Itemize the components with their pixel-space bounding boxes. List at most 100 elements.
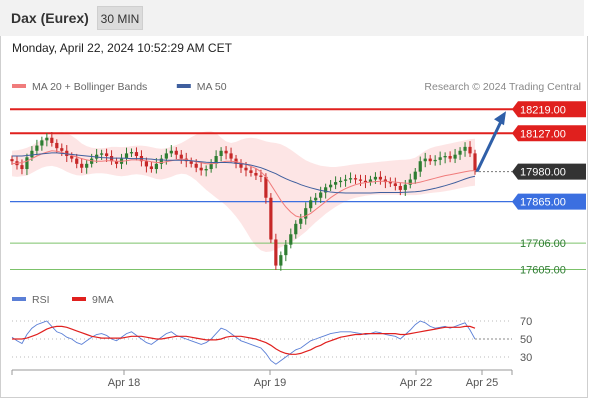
candle-body <box>100 153 104 155</box>
candle-body <box>358 179 363 181</box>
rsi-ma-line <box>12 325 476 355</box>
x-tick-Apr 19: Apr 19 <box>254 377 286 389</box>
level-label-18127.00: 18127.00 <box>520 128 566 140</box>
candle-body <box>343 179 348 181</box>
candle-body <box>199 167 203 171</box>
chart-datetime: Monday, April 22, 2024 10:52:29 AM CET <box>12 41 232 55</box>
rsi-legend-label-1: 9MA <box>92 294 114 306</box>
forecast-arrow-head <box>494 111 506 126</box>
candle-body <box>20 165 24 170</box>
candle-body <box>189 161 193 164</box>
candle-body <box>368 179 373 183</box>
candle-body <box>114 161 119 164</box>
candle-body <box>204 169 208 171</box>
candle-body <box>159 158 163 164</box>
candle-body <box>50 137 54 143</box>
x-tick-Apr 22: Apr 22 <box>400 377 432 389</box>
chart-frame <box>0 36 588 398</box>
candle-body <box>388 182 392 184</box>
candle-body <box>149 166 153 170</box>
candle-body <box>244 167 248 171</box>
candle-body <box>383 179 387 183</box>
candle-body <box>378 176 383 180</box>
level-label-18219.00: 18219.00 <box>520 104 566 116</box>
candle-body <box>254 172 258 176</box>
candle-body <box>55 142 59 149</box>
candle-body <box>353 178 358 180</box>
rsi-legend: RSI 9MA <box>12 294 114 306</box>
level-tag-17865.00 <box>512 193 586 210</box>
candle-body <box>75 158 79 164</box>
rsi-legend-swatch-1 <box>72 297 86 301</box>
bollinger-band <box>12 131 475 252</box>
candle-body <box>194 163 198 168</box>
legend-swatch-1 <box>176 84 191 88</box>
candle-body <box>438 157 442 160</box>
candle-body <box>214 156 218 164</box>
candle-body <box>443 156 447 158</box>
candle-body <box>209 163 213 170</box>
candle-body <box>60 148 64 151</box>
forecast-arrow-shaft <box>475 116 505 173</box>
candle-body <box>403 184 407 190</box>
candle-body <box>413 171 417 180</box>
level-tag-17980.00 <box>512 163 586 180</box>
candle-body <box>463 146 467 151</box>
candle-body <box>473 153 477 171</box>
candle-body <box>129 152 134 154</box>
candle-body <box>279 255 283 266</box>
candle-body <box>85 163 89 168</box>
candle-body <box>35 145 39 151</box>
candle-body <box>239 163 243 168</box>
level-label-17865.00: 17865.00 <box>520 197 566 209</box>
candle-body <box>104 153 109 156</box>
candle-body <box>294 223 298 235</box>
candle-body <box>393 183 397 186</box>
candle-body <box>124 153 129 159</box>
candle-body <box>433 159 437 162</box>
rsi-tick-30: 30 <box>520 352 532 364</box>
candle-body <box>45 137 49 141</box>
timeframe-button[interactable]: 30 MIN <box>97 6 143 30</box>
candle-body <box>428 158 432 162</box>
price-legend: MA 20 + Bollinger Bands MA 50 <box>12 81 227 93</box>
candle-body <box>134 152 139 156</box>
candle-body <box>274 239 278 266</box>
rsi-tick-50: 50 <box>520 334 532 346</box>
candle-body <box>468 146 472 154</box>
candle-body <box>309 200 313 209</box>
candle-body <box>299 218 303 224</box>
candle-body <box>25 157 29 170</box>
candle-body <box>334 182 338 185</box>
candle-body <box>174 150 178 155</box>
candle-body <box>219 150 223 156</box>
x-tick-Apr 18: Apr 18 <box>108 377 140 389</box>
candle-body <box>269 197 273 240</box>
candle-body <box>348 178 353 180</box>
candle-body <box>398 186 402 190</box>
level-label-17706.00: 17706.00 <box>520 238 566 250</box>
header-bar: Dax (Eurex) 30 MIN <box>0 0 584 36</box>
candle-body <box>363 180 368 183</box>
candle-body <box>264 176 268 198</box>
level-label-17980.00: 17980.00 <box>520 167 566 179</box>
candle-body <box>109 156 114 162</box>
level-label-17605.00: 17605.00 <box>520 264 566 276</box>
candle-body <box>80 163 84 168</box>
candle-body <box>164 153 168 159</box>
candle-body <box>304 208 308 219</box>
candle-body <box>423 158 427 162</box>
candle-body <box>458 150 462 155</box>
candle-body <box>418 161 422 172</box>
watermark-text: Research © 2024 Trading Central <box>424 81 581 93</box>
candle-body <box>324 187 328 193</box>
x-tick-Apr 25: Apr 25 <box>466 377 498 389</box>
candle-body <box>10 159 14 162</box>
candle-body <box>373 176 378 180</box>
candle-body <box>70 156 74 159</box>
candle-body <box>144 161 149 167</box>
candle-body <box>453 154 457 159</box>
level-tag-18219.00 <box>512 101 586 118</box>
rsi-tick-70: 70 <box>520 316 532 328</box>
